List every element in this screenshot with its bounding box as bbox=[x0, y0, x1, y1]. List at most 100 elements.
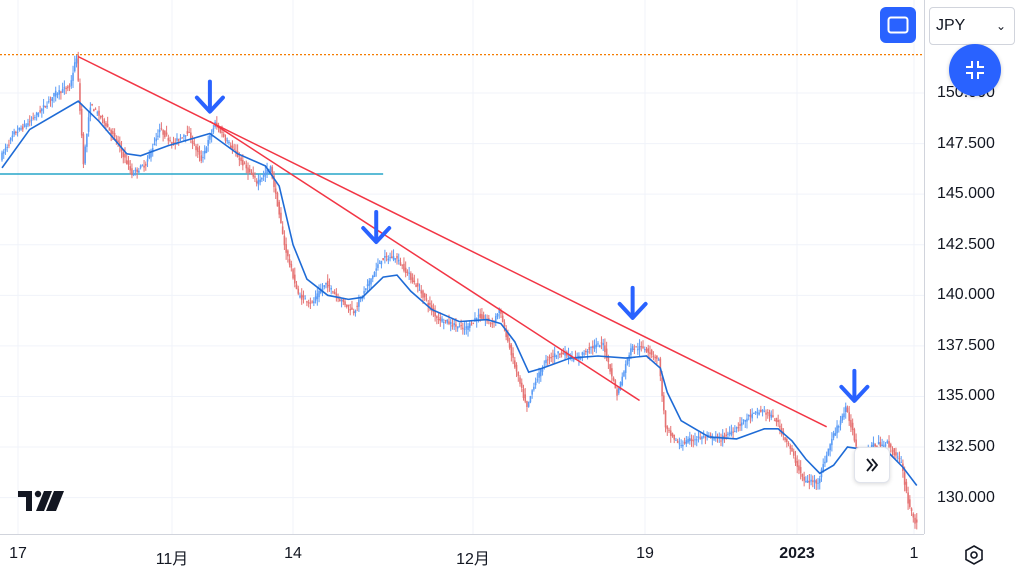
candle-body bbox=[91, 104, 93, 106]
candle-body bbox=[697, 436, 700, 438]
candle-body bbox=[70, 80, 73, 86]
time-axis[interactable]: 17 11月 14 12月 19 2023 1 bbox=[0, 534, 924, 577]
candle bbox=[645, 346, 648, 353]
candle-body bbox=[68, 85, 71, 87]
candle-body bbox=[514, 360, 516, 368]
candle-body bbox=[193, 143, 196, 145]
candle-body bbox=[242, 159, 244, 166]
candle bbox=[186, 125, 189, 137]
candle bbox=[318, 284, 320, 303]
candle bbox=[512, 347, 514, 365]
candle bbox=[553, 346, 556, 364]
candle-body bbox=[418, 289, 421, 291]
candle-body bbox=[54, 90, 57, 97]
candle-body bbox=[325, 282, 327, 285]
candle bbox=[779, 419, 781, 435]
candle bbox=[179, 134, 182, 142]
candle-body bbox=[181, 137, 183, 139]
candle bbox=[720, 433, 722, 447]
fullscreen-icon bbox=[887, 16, 909, 34]
candle-body bbox=[534, 381, 537, 386]
candle bbox=[302, 290, 305, 304]
candle bbox=[673, 434, 676, 444]
scroll-to-realtime-button[interactable] bbox=[854, 447, 890, 483]
candle bbox=[442, 318, 445, 330]
candle-body bbox=[229, 145, 232, 148]
price-tick-label: 147.500 bbox=[937, 134, 995, 152]
candle bbox=[692, 435, 695, 448]
candle bbox=[545, 354, 547, 368]
candle bbox=[560, 349, 563, 358]
candle-body bbox=[345, 304, 348, 307]
chart-area[interactable] bbox=[0, 0, 924, 534]
candle-body bbox=[144, 163, 147, 166]
candle bbox=[80, 103, 83, 139]
candle-body bbox=[79, 83, 81, 111]
candle bbox=[690, 434, 693, 447]
candle-body bbox=[491, 323, 494, 325]
candle-body bbox=[259, 179, 261, 183]
candle bbox=[697, 431, 700, 443]
candle-body bbox=[611, 368, 613, 377]
candle bbox=[75, 54, 78, 68]
candle-body bbox=[824, 461, 826, 464]
candle bbox=[233, 143, 235, 151]
candle bbox=[356, 302, 358, 312]
candle-body bbox=[645, 348, 648, 352]
candle-body bbox=[221, 131, 223, 133]
candle bbox=[401, 264, 404, 270]
arrow-head bbox=[361, 226, 392, 245]
candle-body bbox=[676, 440, 679, 443]
candle-body bbox=[120, 147, 123, 152]
candle-body bbox=[770, 414, 773, 418]
candle bbox=[150, 148, 152, 162]
candle-body bbox=[472, 322, 475, 324]
candle-body bbox=[110, 130, 112, 135]
candle bbox=[787, 441, 790, 447]
candle bbox=[704, 435, 707, 445]
candle-body bbox=[612, 377, 615, 381]
candle bbox=[394, 258, 397, 263]
candle bbox=[125, 154, 128, 165]
down-arrow-icon bbox=[361, 210, 392, 245]
collapse-button[interactable] bbox=[949, 44, 1001, 96]
candle-body bbox=[850, 419, 852, 428]
candle bbox=[818, 475, 821, 490]
candle-body bbox=[266, 169, 268, 174]
candle-body bbox=[15, 131, 17, 134]
candle bbox=[652, 351, 655, 361]
price-tick-label: 135.000 bbox=[937, 387, 995, 405]
candle bbox=[101, 114, 104, 124]
candle bbox=[273, 171, 275, 193]
candle bbox=[196, 143, 199, 158]
currency-select[interactable]: JPY ⌄ bbox=[929, 7, 1015, 45]
candle-body bbox=[49, 99, 52, 101]
candle bbox=[527, 401, 530, 408]
candle-body bbox=[11, 135, 14, 138]
candle bbox=[591, 340, 594, 355]
candle bbox=[18, 127, 21, 132]
candle bbox=[836, 420, 838, 439]
price-chart[interactable] bbox=[0, 0, 924, 534]
candle bbox=[283, 230, 286, 251]
candle-body bbox=[273, 175, 275, 188]
candle-body bbox=[417, 283, 419, 287]
tradingview-logo[interactable] bbox=[18, 489, 66, 513]
candle bbox=[740, 417, 743, 431]
candle bbox=[699, 432, 701, 440]
candle-body bbox=[801, 473, 804, 477]
candle-body bbox=[39, 110, 41, 113]
candle bbox=[770, 410, 773, 421]
candle bbox=[772, 409, 774, 418]
candle-body bbox=[649, 352, 651, 355]
candle bbox=[676, 438, 679, 444]
candle bbox=[250, 169, 253, 176]
candle-body bbox=[73, 62, 76, 72]
candle-body bbox=[664, 410, 667, 428]
candle-body bbox=[798, 465, 800, 471]
candle-body bbox=[605, 348, 608, 359]
candle bbox=[382, 257, 384, 261]
settings-button[interactable] bbox=[961, 542, 987, 568]
fullscreen-button[interactable] bbox=[880, 7, 916, 43]
candle-body bbox=[786, 439, 788, 443]
